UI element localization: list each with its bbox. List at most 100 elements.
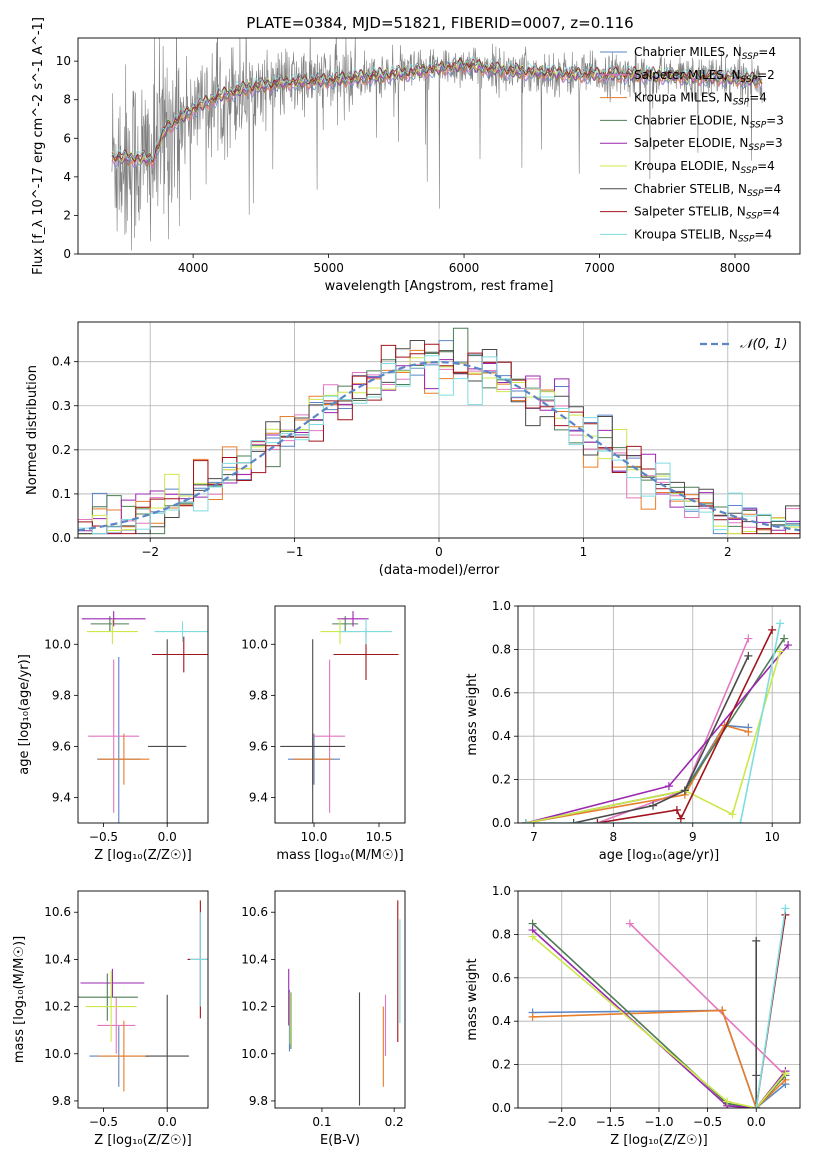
- y-tick-label: 10.0: [241, 637, 268, 651]
- weight-marker: [680, 786, 689, 795]
- legend-label: Kroupa MILES, NSSP=4: [634, 91, 767, 108]
- weight-marker: [781, 904, 790, 913]
- weight-marker: [528, 932, 537, 941]
- weight-marker: [649, 801, 658, 810]
- weight-marker: [780, 634, 789, 643]
- weight-line-kroupa-stelib: [755, 908, 787, 1108]
- axes-frame: [517, 605, 801, 824]
- y-tick-label: 0.6: [492, 686, 511, 700]
- axes-frame: [77, 890, 209, 1109]
- y-tick-label: 9.8: [52, 1094, 71, 1108]
- x-axis-label: mass [log₁₀(M/M☉)]: [276, 848, 403, 863]
- weight-line-kroupa-elodie: [525, 651, 781, 823]
- weight-marker: [593, 819, 602, 823]
- x-tick-label: 2: [724, 545, 732, 559]
- weight-marker: [752, 936, 761, 945]
- x-tick-label: 0.0: [158, 830, 177, 844]
- y-tick-label: 4: [63, 170, 71, 184]
- weight-marker: [744, 634, 753, 643]
- legend-label: Kroupa ELODIE, NSSP=4: [634, 159, 775, 176]
- x-tick-label: −0.5: [693, 1115, 722, 1129]
- legend-label: Salpeter STELIB, NSSP=4: [634, 205, 780, 222]
- y-tick-label: 0.0: [492, 1101, 511, 1115]
- x-tick-label: 0.2: [385, 1115, 404, 1129]
- x-tick-label: 0: [435, 545, 443, 559]
- y-tick-label: 9.4: [52, 790, 71, 804]
- x-axis-label: Z [log₁₀(Z/Z☉)]: [94, 848, 191, 863]
- plot-area: [78, 900, 208, 1108]
- legend-label: Chabrier ELODIE, NSSP=3: [634, 113, 784, 130]
- y-tick-label: 9.4: [249, 790, 268, 804]
- y-tick-label: 0.0: [492, 816, 511, 830]
- plot-area: [521, 619, 793, 823]
- y-tick-label: 0.6: [492, 971, 511, 985]
- model-line-kroupa-elodie: [111, 59, 763, 165]
- x-tick-label: 4000: [178, 261, 209, 275]
- plot-area: [528, 904, 790, 1108]
- weight-line-salpeter-stelib: [597, 629, 773, 823]
- y-axis-label: Flux [f_λ 10^-17 erg cm^-2 s^-1 A^-1]: [31, 17, 46, 275]
- weight-marker: [776, 647, 785, 656]
- y-axis-label: age [log₁₀(age/yr)]: [17, 654, 32, 775]
- axes-frame: [274, 605, 406, 824]
- y-tick-label: 10.6: [44, 905, 71, 919]
- plot-area: [111, 38, 763, 251]
- weight-line-kroupa-elodie: [532, 935, 787, 1108]
- figure-title: PLATE=0384, MJD=51821, FIBERID=0007, z=0…: [246, 14, 633, 32]
- y-tick-label: 0.2: [492, 1058, 511, 1072]
- y-tick-label: 8: [63, 93, 71, 107]
- x-tick-label: −0.5: [89, 1115, 118, 1129]
- y-tick-label: 10: [56, 54, 71, 68]
- x-tick-label: 10.0: [301, 830, 328, 844]
- axes-frame: [517, 890, 801, 1109]
- x-axis-label: Z [log₁₀(Z/Z☉)]: [610, 1133, 707, 1148]
- y-tick-label: 0.1: [52, 487, 71, 501]
- weight-marker: [752, 1104, 761, 1108]
- weights-vs-age-panel: 7 8 9 10 0.0 0.2 0.4 0.6 0.8 1.0 age [log₁₀(age/yr…: [465, 599, 801, 863]
- y-tick-label: 0.3: [52, 399, 71, 413]
- y-tick-label: 0.8: [492, 927, 511, 941]
- legend-label: Chabrier STELIB, NSSP=4: [634, 182, 781, 199]
- weight-line-salpeter-miles: [629, 922, 786, 1077]
- y-tick-label: 9.6: [52, 739, 71, 753]
- y-tick-label: 0.8: [492, 642, 511, 656]
- legend-label: 𝒩(0, 1): [740, 337, 787, 352]
- y-tick-label: 10.2: [44, 1000, 71, 1014]
- x-tick-label: −1.5: [596, 1115, 625, 1129]
- y-axis-label: mass weight: [465, 673, 480, 755]
- x-axis-label: age [log₁₀(age/yr)]: [599, 848, 720, 863]
- y-tick-label: 10.2: [241, 1000, 268, 1014]
- x-tick-label: 10: [765, 830, 780, 844]
- x-tick-label: 7000: [584, 261, 615, 275]
- weight-marker: [784, 641, 793, 650]
- weight-marker: [625, 919, 634, 928]
- x-tick-label: 0.0: [747, 1115, 766, 1129]
- age-vs-mass-panel: 10.0 10.5 9.4 9.6 9.8 10.0 mass [log₁₀(M/M☉)]: [241, 605, 406, 863]
- x-axis-label: E(B-V): [320, 1133, 360, 1148]
- weight-marker: [744, 727, 753, 736]
- y-tick-label: 0.4: [52, 355, 71, 369]
- weight-marker: [752, 1071, 761, 1080]
- plot-area: [78, 327, 800, 538]
- weights-vs-metallicity-panel: −2.0 −1.5 −1.0 −0.5 0.0 0.0 0.2 0.4 0.6 0.8 1.0 Z […: [465, 884, 801, 1148]
- y-tick-label: 9.8: [249, 1094, 268, 1108]
- x-tick-label: 0.0: [158, 1115, 177, 1129]
- weight-marker: [672, 805, 681, 814]
- x-tick-label: 0.1: [312, 1115, 331, 1129]
- mass-vs-metallicity-panel: −0.5 0.0 9.8 10.0 10.2 10.4 10.6 Z [log₁₀(Z/Z☉)…: [12, 890, 209, 1148]
- x-tick-label: 8000: [720, 261, 751, 275]
- y-tick-label: 9.6: [249, 739, 268, 753]
- x-tick-label: −1.0: [644, 1115, 673, 1129]
- spectrum-panel: 4000 5000 6000 7000 8000 0 2 4 6 8 10 wavelength [A…: [31, 17, 801, 294]
- plot-area: [288, 900, 401, 1106]
- plot-area: [280, 611, 399, 823]
- y-tick-label: 10.4: [44, 952, 71, 966]
- y-axis-label: mass weight: [465, 958, 480, 1040]
- legend-label: Chabrier MILES, NSSP=4: [634, 45, 776, 62]
- weight-marker: [718, 1006, 727, 1015]
- x-tick-label: 9: [689, 830, 697, 844]
- model-line-kroupa-stelib: [111, 56, 763, 161]
- x-tick-label: 8: [610, 830, 618, 844]
- plot-area: [81, 611, 208, 823]
